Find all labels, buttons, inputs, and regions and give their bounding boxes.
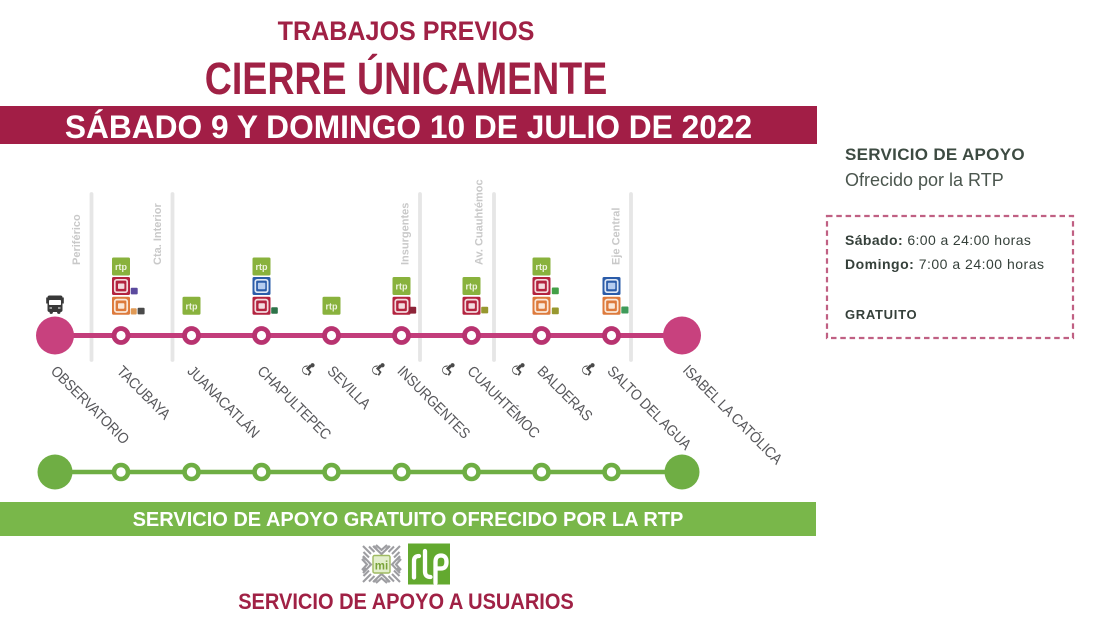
svg-text:TACUBAYA: TACUBAYA [113,363,174,424]
svg-text:mi: mi [375,561,388,573]
svg-text:INSURGENTES: INSURGENTES [394,363,473,442]
svg-text:CUAUHTÉMOC: CUAUHTÉMOC [464,362,544,442]
svg-text:Cta. Interior: Cta. Interior [152,203,164,265]
svg-text:BALDERAS: BALDERAS [534,363,596,425]
svg-text:Av. Cuauhtémoc: Av. Cuauhtémoc [474,179,486,265]
svg-text:SEVILLA: SEVILLA [324,363,374,413]
svg-text:ISABEL LA CATÓLICA: ISABEL LA CATÓLICA [679,361,786,468]
svg-text:Eje Central: Eje Central [611,208,623,265]
svg-text:Insurgentes: Insurgentes [400,203,412,265]
svg-text:Periférico: Periférico [71,214,83,265]
svg-text:SALTO DEL AGUA: SALTO DEL AGUA [604,363,695,454]
svg-text:CHAPULTEPEC: CHAPULTEPEC [254,363,334,443]
svg-text:JUANACATLÁN: JUANACATLÁN [184,362,263,441]
